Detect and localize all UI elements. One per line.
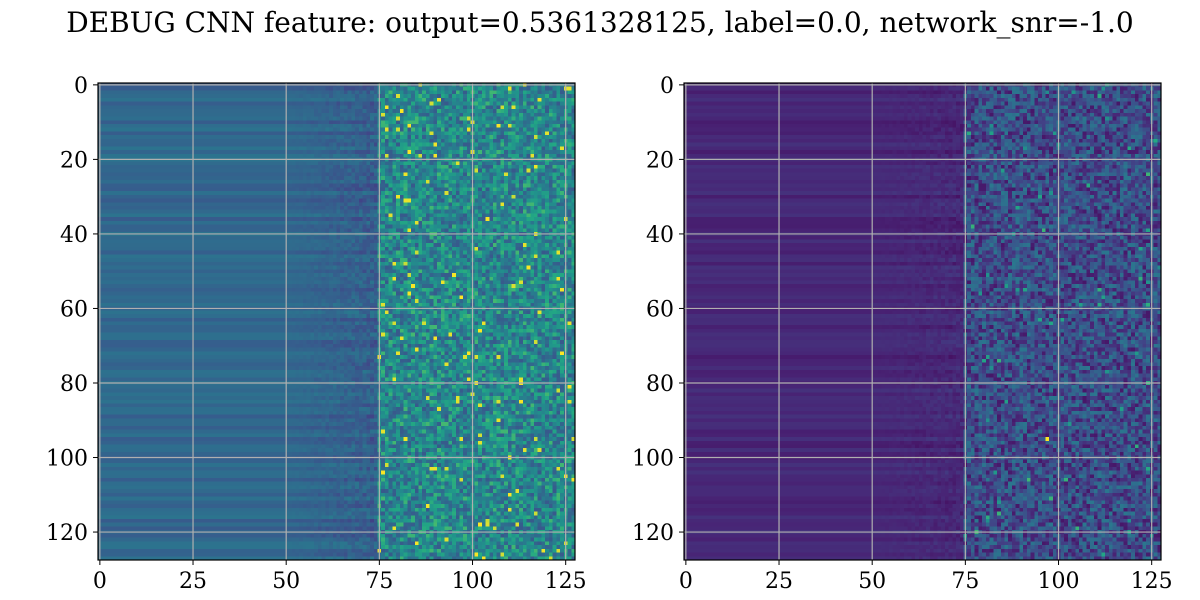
- xtick-label-2-100: 100: [1038, 569, 1080, 594]
- heatmap-1: 0 25 50 75 100 125 0 20 40 60 80 100 120: [46, 74, 587, 594]
- heatmap-image-2: [684, 83, 1161, 560]
- ytick-label-1-60: 60: [60, 297, 88, 322]
- ytick-label-2-80: 80: [646, 372, 674, 397]
- heatmap-2: 0 25 50 75 100 125 0 20 40 60 80 100 120: [632, 74, 1173, 594]
- xtick-label-2-75: 75: [951, 569, 979, 594]
- ytick-label-2-60: 60: [646, 297, 674, 322]
- xtick-label-1-100: 100: [452, 569, 494, 594]
- figure-title: DEBUG CNN feature: output=0.5361328125, …: [66, 6, 1134, 39]
- xtick-label-2-25: 25: [765, 569, 793, 594]
- ytick-label-1-120: 120: [46, 521, 88, 546]
- xtick-label-1-50: 50: [272, 569, 300, 594]
- ytick-label-2-100: 100: [632, 447, 674, 472]
- ytick-label-1-20: 20: [60, 148, 88, 173]
- ytick-label-2-0: 0: [660, 74, 674, 99]
- heatmap-image-1: [98, 83, 575, 560]
- axes-frame-2: [683, 82, 1162, 561]
- ytick-label-1-100: 100: [46, 447, 88, 472]
- ytick-label-2-120: 120: [632, 521, 674, 546]
- xtick-label-1-75: 75: [365, 569, 393, 594]
- ytick-label-1-40: 40: [60, 223, 88, 248]
- ytick-label-1-80: 80: [60, 372, 88, 397]
- xtick-label-1-0: 0: [93, 569, 107, 594]
- xtick-label-2-0: 0: [679, 569, 693, 594]
- xtick-label-2-125: 125: [1131, 569, 1173, 594]
- axes-frame-1: [97, 82, 576, 561]
- xtick-label-1-125: 125: [545, 569, 587, 594]
- xtick-label-2-50: 50: [858, 569, 886, 594]
- ytick-label-2-40: 40: [646, 223, 674, 248]
- ytick-label-2-20: 20: [646, 148, 674, 173]
- xtick-label-1-25: 25: [179, 569, 207, 594]
- ytick-label-1-0: 0: [74, 74, 88, 99]
